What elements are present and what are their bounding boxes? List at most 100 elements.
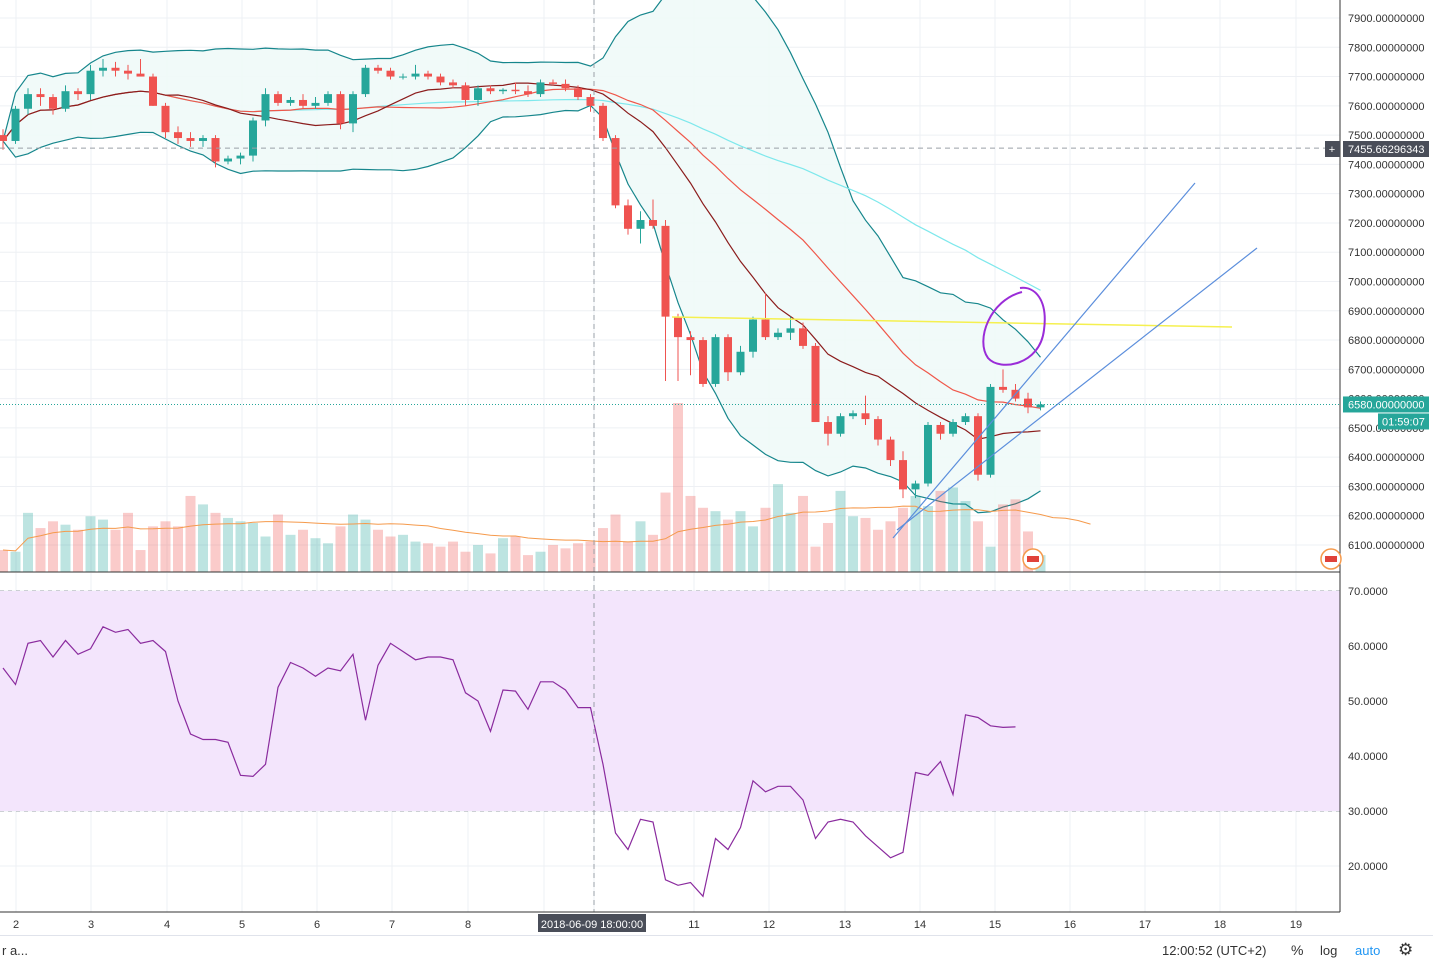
candle-body bbox=[474, 88, 482, 100]
candle-body bbox=[936, 424, 945, 434]
candle-body bbox=[761, 319, 770, 338]
volume-bar bbox=[23, 512, 33, 572]
candle-body bbox=[661, 225, 670, 317]
volume-bar bbox=[348, 514, 358, 572]
volume-bar bbox=[473, 544, 483, 572]
candle-body bbox=[261, 94, 270, 121]
candle-body bbox=[186, 138, 195, 141]
candle-body bbox=[336, 94, 345, 124]
gear-icon[interactable]: ⚙ bbox=[1398, 940, 1414, 959]
rsi-tick-label: 40.0000 bbox=[1348, 751, 1388, 763]
volume-bar bbox=[685, 495, 696, 572]
candle-body bbox=[511, 89, 520, 92]
volume-bar bbox=[748, 526, 758, 572]
candle-body bbox=[924, 424, 932, 484]
time-tick-label: 2 bbox=[13, 919, 19, 931]
volume-bar bbox=[85, 516, 96, 572]
candle-body bbox=[974, 416, 982, 475]
candle-body bbox=[749, 319, 757, 352]
volume-bar bbox=[910, 495, 921, 572]
volume-bar bbox=[48, 521, 58, 572]
volume-bar bbox=[798, 495, 808, 572]
candle-body bbox=[899, 460, 907, 490]
clock-readout[interactable]: 12:00:52 (UTC+2) bbox=[1162, 943, 1267, 958]
price-tick-label: 7700.00000000 bbox=[1348, 72, 1424, 84]
candle-body bbox=[111, 67, 120, 71]
candle-body bbox=[986, 386, 995, 475]
bollinger-fill bbox=[3, 0, 1041, 513]
volume-bar bbox=[535, 551, 546, 572]
candle-body bbox=[274, 94, 282, 103]
volume-bar bbox=[998, 504, 1008, 572]
volume-bar bbox=[360, 519, 371, 572]
volume-bar bbox=[898, 507, 908, 572]
candle-body bbox=[424, 73, 432, 77]
time-tick-label: 19 bbox=[1290, 919, 1302, 931]
countdown-tag bbox=[1378, 413, 1429, 430]
volume-bar bbox=[210, 512, 221, 572]
user-drawings[interactable] bbox=[671, 182, 1258, 539]
price-tick-label: 6400.00000000 bbox=[1348, 452, 1424, 464]
candle-body bbox=[124, 70, 132, 74]
candle-body bbox=[524, 91, 532, 95]
candle-body bbox=[136, 73, 145, 77]
axis-labels: 7900.00000000 7800.00000000 7700.00000000 7… bbox=[13, 13, 1429, 932]
volume-bar bbox=[110, 529, 121, 572]
volume-bar bbox=[948, 487, 958, 572]
candle-body bbox=[99, 67, 107, 71]
flag-icon bbox=[1325, 556, 1337, 562]
price-tick-label: 7400.00000000 bbox=[1348, 159, 1424, 171]
time-tick-label: 3 bbox=[88, 919, 94, 931]
candle-body bbox=[536, 82, 545, 95]
candle-body bbox=[711, 337, 720, 384]
candle-body bbox=[724, 337, 732, 373]
bollinger-upper bbox=[2, 0, 1041, 358]
candle-body bbox=[686, 337, 695, 341]
candle-body bbox=[49, 97, 57, 109]
candle-body bbox=[461, 85, 470, 100]
volume-bar bbox=[435, 546, 446, 572]
volume-bar bbox=[810, 546, 821, 572]
candle-body bbox=[324, 94, 332, 103]
candle-body bbox=[149, 76, 157, 106]
volume-bar bbox=[560, 548, 571, 572]
percent-scale-toggle[interactable]: % bbox=[1291, 942, 1304, 958]
candle-body bbox=[574, 88, 582, 98]
volume-bar bbox=[723, 519, 733, 572]
time-tick-label: 5 bbox=[239, 919, 245, 931]
ma-mid bbox=[2, 88, 1041, 409]
price-tick-label: 6100.00000000 bbox=[1348, 540, 1424, 552]
candle-body bbox=[961, 416, 970, 423]
candle-body bbox=[824, 422, 832, 434]
candle-body bbox=[486, 88, 495, 92]
candle-body bbox=[199, 138, 207, 141]
candle-body bbox=[61, 91, 70, 109]
candle-body bbox=[849, 413, 857, 417]
volume-bar bbox=[298, 529, 308, 572]
price-tick-label: 6900.00000000 bbox=[1348, 306, 1424, 318]
volume-bar bbox=[848, 516, 858, 572]
volume-bar bbox=[423, 543, 433, 572]
candle-body bbox=[549, 82, 557, 84]
candle-body bbox=[411, 73, 420, 77]
candle-body bbox=[311, 102, 320, 106]
volume-bar bbox=[498, 538, 508, 572]
trend-channel-lower bbox=[896, 247, 1258, 531]
rsi-band bbox=[0, 591, 1340, 811]
volume-bar bbox=[673, 403, 683, 572]
time-tick-label: 13 bbox=[839, 919, 851, 931]
crosshair-price-label: 7455.66296343 bbox=[1348, 144, 1424, 156]
candle-body bbox=[774, 332, 782, 338]
auto-scale-toggle[interactable]: auto bbox=[1355, 943, 1381, 958]
candle-body bbox=[786, 328, 795, 333]
volume-bar bbox=[173, 526, 183, 572]
log-scale-toggle[interactable]: log bbox=[1320, 943, 1338, 958]
volume-bar bbox=[385, 536, 396, 572]
candle-body bbox=[1036, 404, 1045, 408]
volume-bar bbox=[285, 534, 296, 572]
time-tick-label: 15 bbox=[989, 919, 1001, 931]
price-tick-label: 7900.00000000 bbox=[1348, 13, 1424, 25]
candle-body bbox=[386, 70, 395, 77]
price-tick-label: 7100.00000000 bbox=[1348, 247, 1424, 259]
